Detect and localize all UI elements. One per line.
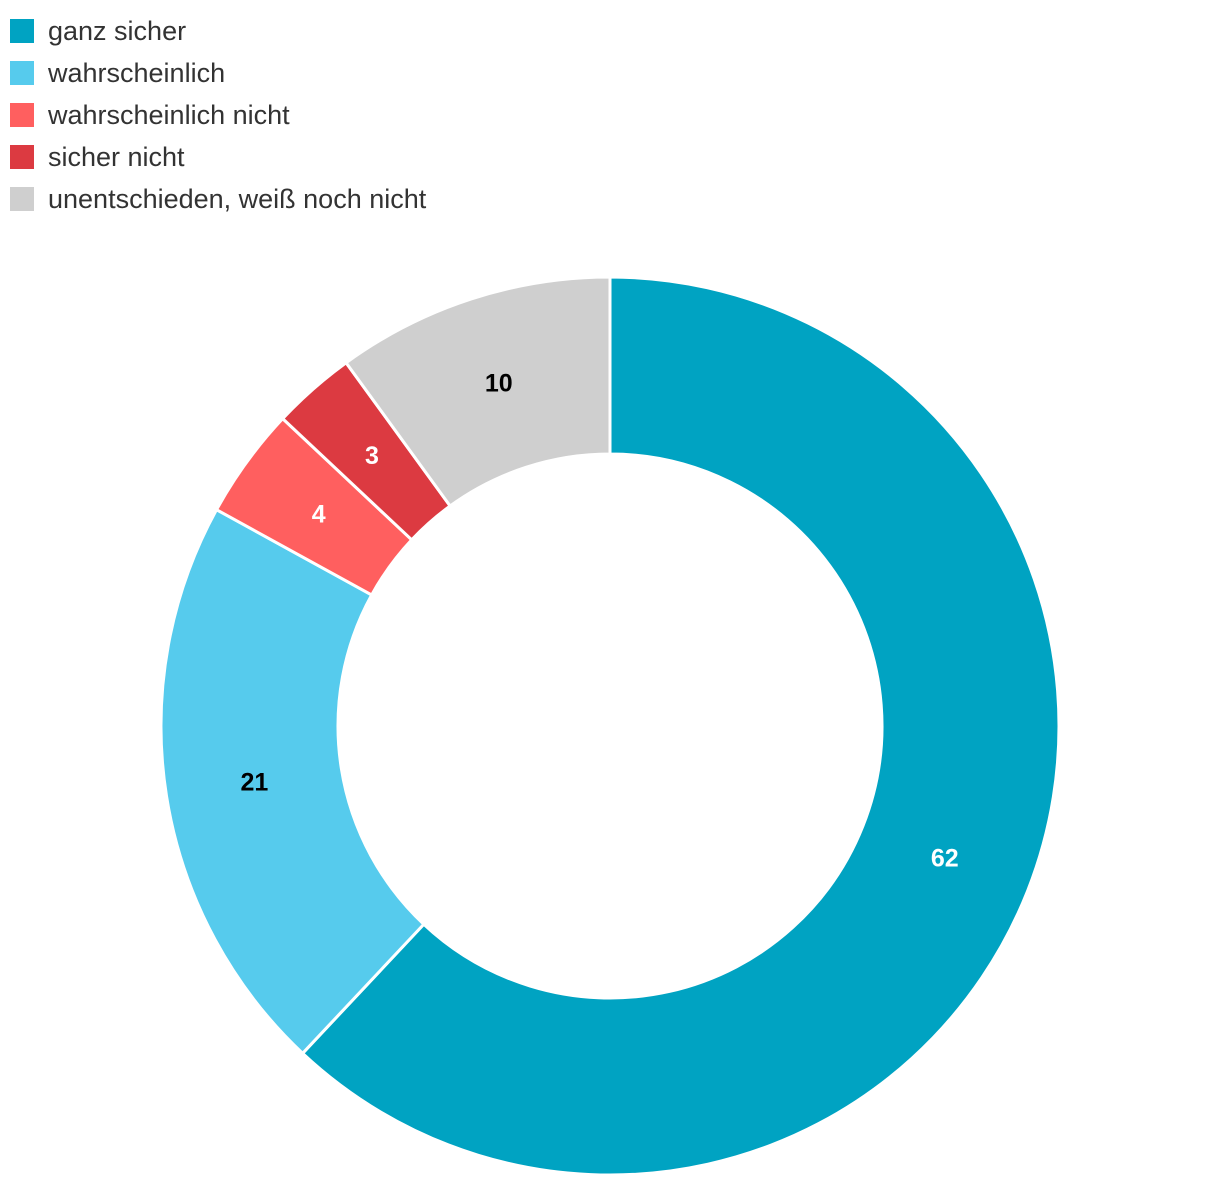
data-label-1: 62 (931, 845, 959, 873)
legend-swatch (10, 187, 34, 211)
legend-swatch (10, 19, 34, 43)
data-label-3: 4 (312, 500, 326, 528)
legend-swatch (10, 103, 34, 127)
legend-item-unentschieden: unentschieden, weiß noch nicht (10, 178, 426, 220)
legend-item-sicher-nicht: sicher nicht (10, 136, 426, 178)
legend-label: wahrscheinlich nicht (48, 99, 290, 130)
legend-swatch (10, 61, 34, 85)
donut-slice-5 (344, 275, 612, 508)
legend-item-ganz-sicher: ganz sicher (10, 10, 426, 52)
legend-item-wahrscheinlich: wahrscheinlich (10, 52, 426, 94)
donut-slice-2 (159, 508, 426, 1055)
data-label-2: 21 (241, 768, 269, 796)
legend-item-wahrscheinlich-nicht: wahrscheinlich nicht (10, 94, 426, 136)
slices-layer (159, 275, 1061, 1177)
chart-legend: ganz sicher wahrscheinlich wahrscheinlic… (10, 10, 426, 220)
legend-label: ganz sicher (48, 15, 187, 46)
donut-slice-1 (301, 275, 1061, 1177)
data-label-4: 3 (365, 442, 379, 470)
legend-label: wahrscheinlich (48, 57, 226, 88)
legend-label: unentschieden, weiß noch nicht (48, 183, 427, 214)
legend-swatch (10, 145, 34, 169)
legend-label: sicher nicht (48, 141, 185, 172)
data-label-5: 10 (485, 370, 513, 398)
data-labels-layer: 62 21 4 3 10 (241, 370, 959, 873)
